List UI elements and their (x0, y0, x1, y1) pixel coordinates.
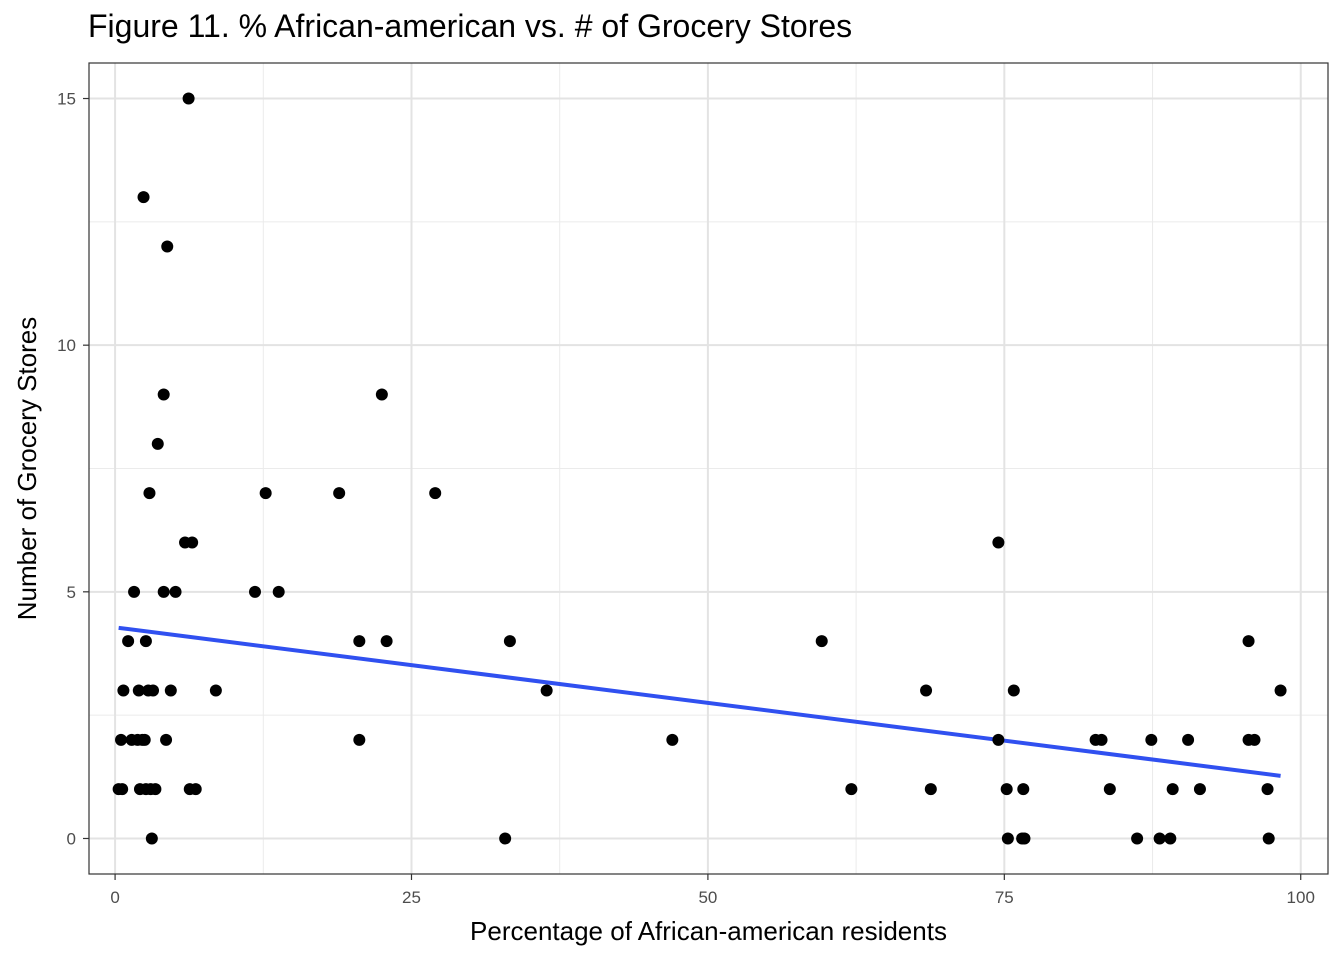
data-point (115, 733, 128, 746)
x-tick-label: 0 (110, 888, 119, 907)
data-point (160, 733, 173, 746)
data-point (186, 536, 199, 549)
data-point (157, 585, 170, 598)
data-point (1261, 783, 1274, 796)
data-point (1007, 684, 1020, 697)
data-point (992, 733, 1005, 746)
x-tick-label: 100 (1287, 888, 1315, 907)
trend-line (118, 625, 1281, 778)
y-tick-label: 10 (57, 336, 76, 355)
data-point (151, 437, 164, 450)
data-point (353, 635, 366, 648)
points-layer (112, 92, 1287, 845)
y-tick-label: 0 (67, 829, 76, 848)
trend-layer (118, 625, 1281, 778)
data-point (1103, 783, 1116, 796)
data-point (992, 536, 1005, 549)
x-axis: 0 25 50 75 100 (110, 874, 1315, 907)
data-point (1248, 733, 1261, 746)
data-point (259, 487, 272, 500)
y-tick-label: 15 (57, 90, 76, 109)
data-point (157, 388, 170, 401)
data-point (666, 733, 679, 746)
data-point (209, 684, 222, 697)
x-axis-title: Percentage of African-american residents (470, 916, 947, 946)
data-point (182, 92, 195, 105)
data-point (503, 635, 516, 648)
data-point (1018, 832, 1031, 845)
data-point (540, 684, 553, 697)
data-point (920, 684, 933, 697)
data-point (375, 388, 388, 401)
data-point (1193, 783, 1206, 796)
data-point (116, 783, 129, 796)
data-point (1242, 635, 1255, 648)
data-point (1262, 832, 1275, 845)
data-point (132, 684, 145, 697)
data-point (189, 783, 202, 796)
data-point (138, 733, 151, 746)
data-point (1000, 783, 1013, 796)
data-point (1153, 832, 1166, 845)
x-tick-label: 25 (402, 888, 421, 907)
x-tick-label: 75 (995, 888, 1014, 907)
data-point (815, 635, 828, 648)
data-point (145, 832, 158, 845)
data-point (1182, 733, 1195, 746)
data-point (353, 733, 366, 746)
data-point (1274, 684, 1287, 697)
data-point (1145, 733, 1158, 746)
data-point (1164, 832, 1177, 845)
data-point (1001, 832, 1014, 845)
data-point (429, 487, 442, 500)
data-point (122, 635, 135, 648)
y-tick-label: 5 (67, 583, 76, 602)
data-point (161, 240, 174, 253)
data-point (380, 635, 393, 648)
data-point (1095, 733, 1108, 746)
data-point (272, 585, 285, 598)
data-point (1017, 783, 1030, 796)
y-axis: 0 5 10 15 (57, 90, 89, 848)
data-point (164, 684, 177, 697)
chart-title: Figure 11. % African-american vs. # of G… (88, 8, 853, 44)
data-point (137, 191, 150, 204)
data-point (1131, 832, 1144, 845)
data-point (149, 783, 162, 796)
data-point (128, 585, 141, 598)
data-point (845, 783, 858, 796)
data-point (169, 585, 182, 598)
y-axis-title: Number of Grocery Stores (12, 317, 42, 620)
data-point (248, 585, 261, 598)
data-point (147, 684, 160, 697)
data-point (924, 783, 937, 796)
data-point (117, 684, 130, 697)
data-point (139, 635, 152, 648)
x-tick-label: 50 (698, 888, 717, 907)
data-point (499, 832, 512, 845)
data-point (1166, 783, 1179, 796)
data-point (333, 487, 346, 500)
data-point (143, 487, 156, 500)
